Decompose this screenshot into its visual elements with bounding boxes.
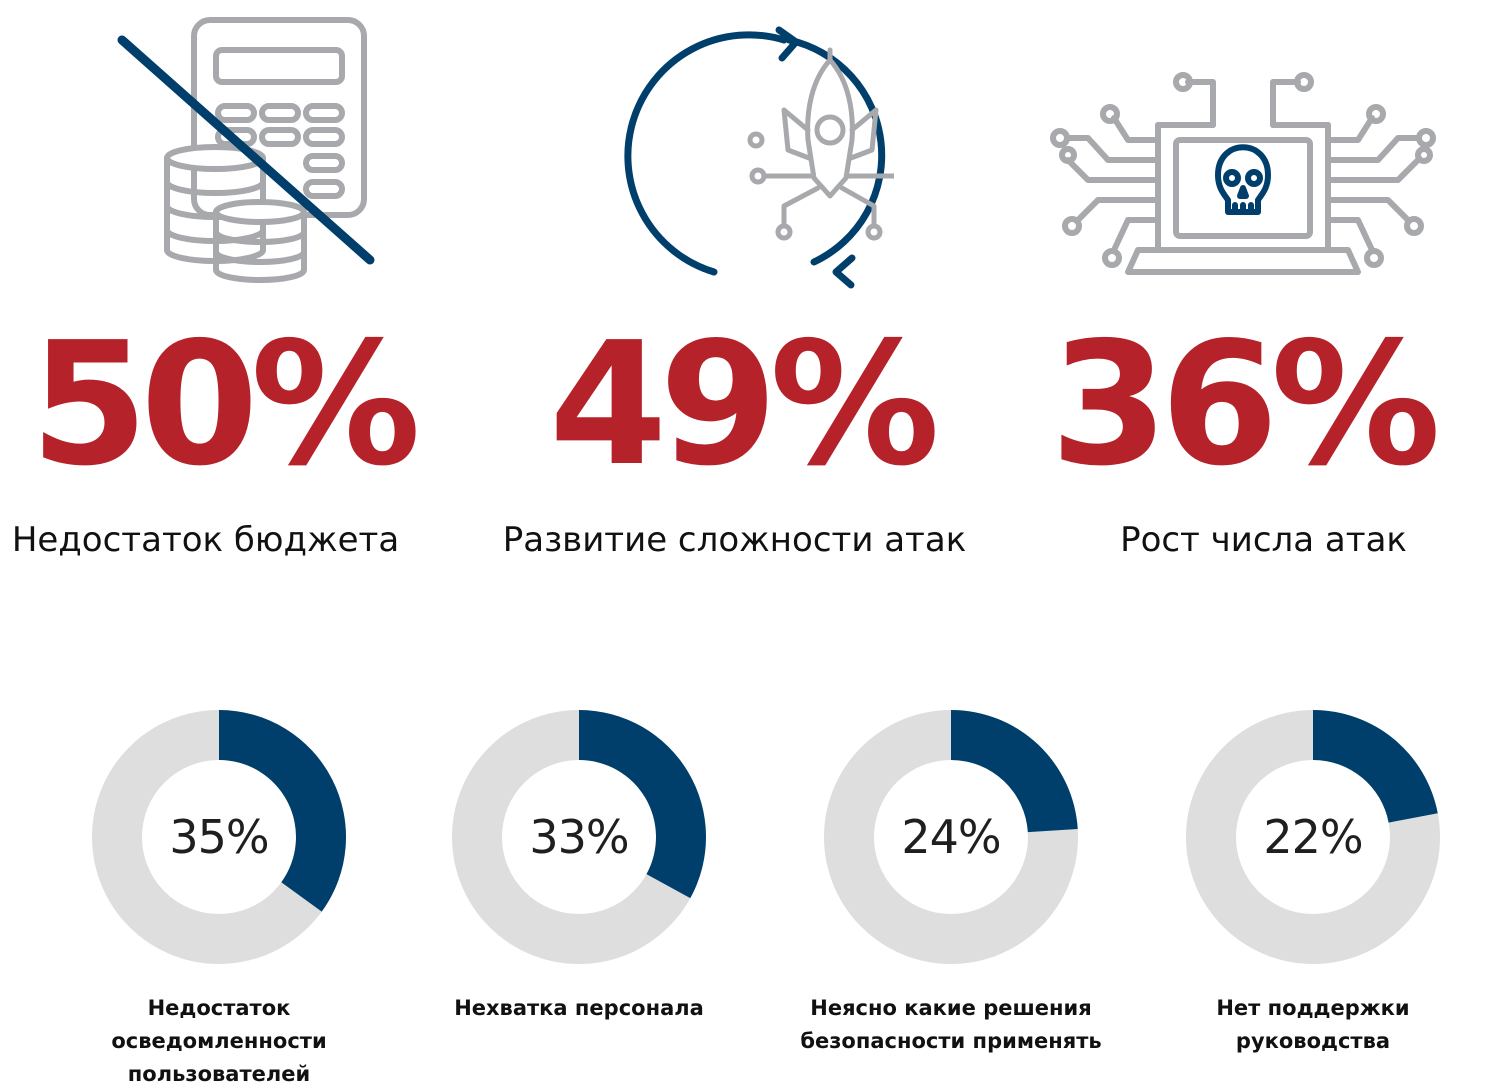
donut-label: Неясно какие решения безопасности примен… <box>800 996 1102 1053</box>
donut-chart: 35% Недостаток осведомленности пользовате… <box>54 700 384 1090</box>
donut-label: Недостаток осведомленности пользователей <box>111 996 327 1086</box>
donut-label: Нехватка персонала <box>454 996 704 1020</box>
donut-svg: 24% <box>824 710 1078 964</box>
stat-label: Недостаток бюджета <box>11 520 400 560</box>
stat-value: 36% <box>1050 306 1441 504</box>
stat-attack-growth: 36% Рост числа атак <box>998 0 1497 600</box>
stat-budget: 50% Недостаток бюджета <box>0 0 499 600</box>
donut-label: Нет поддержки руководства <box>1216 996 1410 1053</box>
donut-segment <box>951 710 1078 833</box>
donut-svg: 35% <box>92 710 346 964</box>
donut-chart: 22% Нет поддержки руководства <box>1148 700 1478 1090</box>
donut-segment <box>219 710 346 912</box>
laptop-skull-circuit-icon <box>1049 72 1436 275</box>
donut-segment <box>1313 710 1438 823</box>
stat-label: Развитие сложности атак <box>502 520 967 560</box>
donut-value: 35% <box>169 810 268 864</box>
stat-attack-complexity: 49% Развитие сложности атак <box>499 0 998 600</box>
rocket-cycle-icon <box>623 26 894 289</box>
stat-label: Рост числа атак <box>1120 520 1407 560</box>
donut-segment <box>579 710 706 899</box>
donut-chart: 33% Нехватка персонала <box>414 700 744 1090</box>
donut-value: 24% <box>901 810 1000 864</box>
stat-value: 49% <box>549 306 940 504</box>
donut-svg: 33% <box>452 710 706 964</box>
stat-value: 50% <box>30 306 421 504</box>
calculator-coins-crossed-icon <box>117 17 374 283</box>
donut-value: 33% <box>529 810 628 864</box>
donut-value: 22% <box>1263 810 1362 864</box>
donut-svg: 22% <box>1186 710 1440 964</box>
donut-chart: 24% Неясно какие решения безопасности при… <box>786 700 1116 1090</box>
